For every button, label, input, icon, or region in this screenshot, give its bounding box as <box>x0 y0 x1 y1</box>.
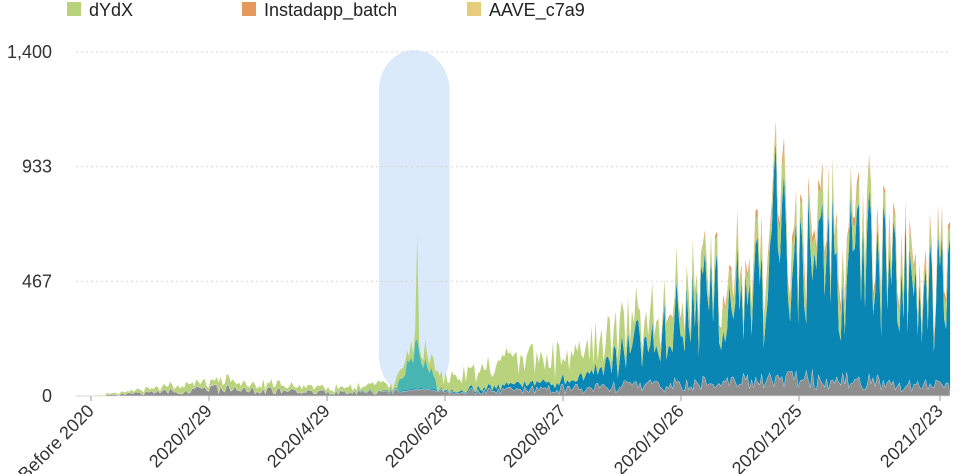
legend: dYdX Instadapp_batch AAVE_c7a9 <box>67 0 585 21</box>
highlight-band <box>378 50 450 396</box>
legend-swatch <box>467 2 481 16</box>
highlight-band-group <box>378 50 450 396</box>
x-tick-label: 2020/6/28 <box>381 401 452 472</box>
x-tick-label: 2021/2/23 <box>876 401 947 472</box>
legend-label: Instadapp_batch <box>264 0 397 21</box>
legend-swatch <box>67 2 81 16</box>
y-tick-label: 1,400 <box>7 42 52 62</box>
x-tick-label: Before 2020 <box>14 401 97 474</box>
x-tick-label: 2020/8/27 <box>499 401 570 472</box>
legend-label: AAVE_c7a9 <box>489 0 585 21</box>
axis-group: 0 467 933 1,400 Before 2020 2020/2/29 2020/4/2… <box>7 42 947 474</box>
y-tick-label: 467 <box>22 271 52 291</box>
legend-label: dYdX <box>89 0 133 20</box>
x-tick-label: 2020/10/26 <box>610 401 688 474</box>
legend-swatch <box>242 2 256 16</box>
x-tick-label: 2020/12/25 <box>728 401 806 474</box>
y-tick-label: 0 <box>42 386 52 406</box>
area-series-group <box>90 120 951 397</box>
area-series-blue <box>91 142 951 396</box>
x-tick-label: 2020/2/29 <box>145 401 216 472</box>
x-tick-label: 2020/4/29 <box>263 401 334 472</box>
area-series-gray <box>90 368 951 397</box>
y-tick-label: 933 <box>22 157 52 177</box>
